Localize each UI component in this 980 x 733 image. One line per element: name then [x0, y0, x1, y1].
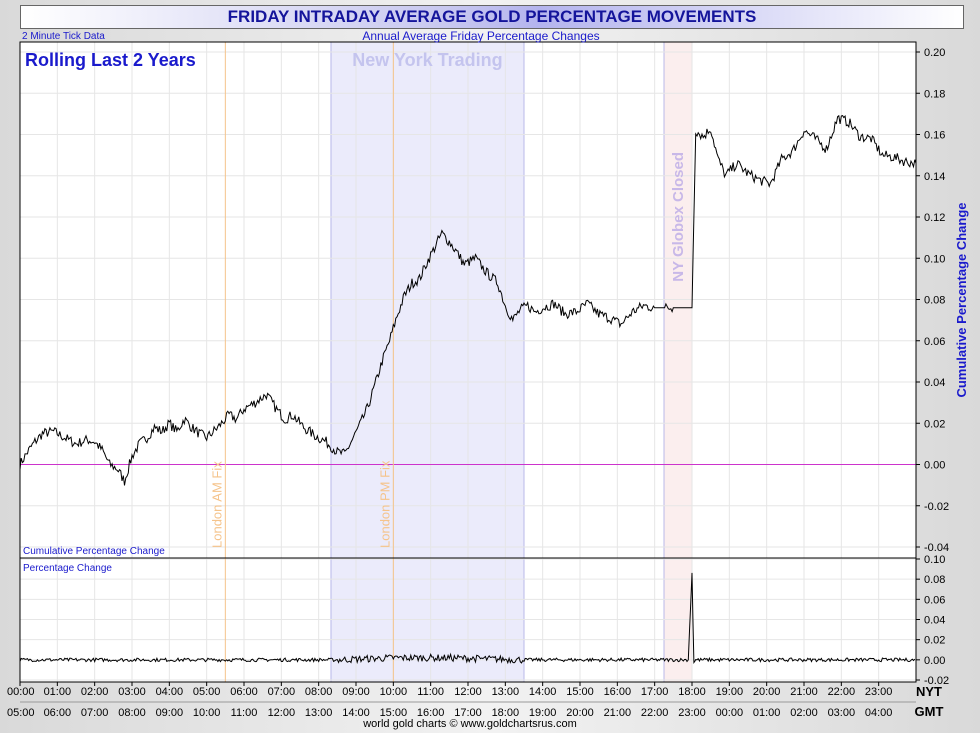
gmt-tick-label: 17:00: [454, 707, 482, 719]
y-axis-title: Cumulative Percentage Change: [954, 202, 969, 397]
gmt-tick-label: 22:00: [641, 707, 669, 719]
cumulative-line: [19, 114, 917, 486]
chart-subtitle: Annual Average Friday Percentage Changes: [362, 29, 599, 43]
nyt-tick-label: 04:00: [156, 686, 184, 698]
nyt-tick-label: 22:00: [828, 686, 856, 698]
gmt-tick-label: 12:00: [268, 707, 296, 719]
nyt-tick-label: 07:00: [268, 686, 296, 698]
gmt-tick-label: 23:00: [678, 707, 706, 719]
y2-tick-label: 0.06: [924, 594, 945, 606]
gmt-tick-label: 05:00: [7, 707, 35, 719]
period-label: Rolling Last 2 Years: [25, 50, 196, 70]
y2-tick-label: 0.00: [924, 655, 945, 667]
nyt-tick-label: 01:00: [44, 686, 72, 698]
y-tick-label: 0.00: [924, 460, 945, 472]
nyt-tick-label: 23:00: [865, 686, 893, 698]
gmt-tick-label: 01:00: [753, 707, 781, 719]
y-tick-label: 0.02: [924, 418, 945, 430]
pm-fix-label: London PM Fix: [377, 460, 392, 548]
nyt-tick-label: 13:00: [492, 686, 520, 698]
y-tick-label: 0.04: [924, 377, 945, 389]
nyt-tick-label: 16:00: [604, 686, 632, 698]
nyt-tick-label: 03:00: [118, 686, 146, 698]
gmt-tick-label: 04:00: [865, 707, 893, 719]
nyt-tick-label: 20:00: [753, 686, 781, 698]
y2-tick-label: 0.10: [924, 554, 945, 566]
gmt-tick-label: 03:00: [828, 707, 856, 719]
nyt-tick-label: 14:00: [529, 686, 557, 698]
nyt-tick-label: 18:00: [678, 686, 706, 698]
tick-data-note: 2 Minute Tick Data: [22, 31, 105, 42]
globex-closed-label: NY Globex Closed: [670, 152, 687, 282]
nyt-label: NYT: [916, 684, 942, 699]
nyt-tick-label: 15:00: [566, 686, 594, 698]
nyt-tick-label: 08:00: [305, 686, 333, 698]
y-tick-label: 0.18: [924, 88, 945, 100]
gmt-tick-label: 13:00: [305, 707, 333, 719]
y-tick-label: 0.14: [924, 171, 945, 183]
y2-tick-label: 0.04: [924, 615, 945, 627]
y-tick-label: 0.10: [924, 253, 945, 265]
gmt-tick-label: 18:00: [492, 707, 520, 719]
nyt-tick-label: 12:00: [454, 686, 482, 698]
nyt-tick-label: 19:00: [716, 686, 744, 698]
gmt-tick-label: 16:00: [417, 707, 445, 719]
y2-tick-label: 0.02: [924, 635, 945, 647]
gmt-tick-label: 14:00: [342, 707, 370, 719]
chart-title: FRIDAY INTRADAY AVERAGE GOLD PERCENTAGE …: [20, 5, 964, 29]
y-tick-label: 0.08: [924, 295, 945, 307]
gmt-tick-label: 07:00: [81, 707, 109, 719]
gmt-tick-label: 21:00: [604, 707, 632, 719]
y2-tick-label: -0.02: [924, 675, 949, 687]
nyt-tick-label: 06:00: [230, 686, 258, 698]
nyt-tick-label: 05:00: [193, 686, 221, 698]
y-tick-label: -0.04: [924, 542, 949, 554]
gmt-tick-label: 20:00: [566, 707, 594, 719]
nyt-tick-label: 11:00: [417, 686, 444, 698]
nyt-tick-label: 00:00: [7, 686, 35, 698]
nyt-tick-label: 09:00: [342, 686, 370, 698]
gmt-tick-label: 08:00: [118, 707, 146, 719]
y2-tick-label: 0.08: [924, 574, 945, 586]
gmt-tick-label: 19:00: [529, 707, 557, 719]
bottom-panel-label: Percentage Change: [23, 563, 112, 574]
footer-credit: world gold charts © www.goldchartsrus.co…: [362, 718, 577, 730]
y-tick-label: -0.02: [924, 501, 949, 513]
nyt-tick-label: 10:00: [380, 686, 408, 698]
gmt-tick-label: 11:00: [231, 707, 258, 719]
am-fix-label: London AM Fix: [209, 461, 224, 548]
y-tick-label: 0.16: [924, 130, 945, 142]
nyt-tick-label: 02:00: [81, 686, 109, 698]
gmt-tick-label: 09:00: [156, 707, 184, 719]
y-tick-label: 0.12: [924, 212, 945, 224]
globex-closed-band: [664, 42, 692, 682]
nyt-tick-label: 17:00: [641, 686, 669, 698]
gmt-label: GMT: [915, 704, 944, 719]
ny-trading-band: [330, 42, 524, 682]
gmt-tick-label: 06:00: [44, 707, 72, 719]
gmt-tick-label: 02:00: [790, 707, 818, 719]
top-panel-label: Cumulative Percentage Change: [23, 546, 165, 557]
ny-trading-label: New York Trading: [352, 50, 502, 70]
y-tick-label: 0.20: [924, 47, 945, 59]
nyt-tick-label: 21:00: [790, 686, 818, 698]
gmt-tick-label: 15:00: [380, 707, 408, 719]
gmt-tick-label: 00:00: [716, 707, 744, 719]
y-tick-label: 0.06: [924, 336, 945, 348]
gmt-tick-label: 10:00: [193, 707, 221, 719]
percentage-change-line: [19, 572, 916, 665]
